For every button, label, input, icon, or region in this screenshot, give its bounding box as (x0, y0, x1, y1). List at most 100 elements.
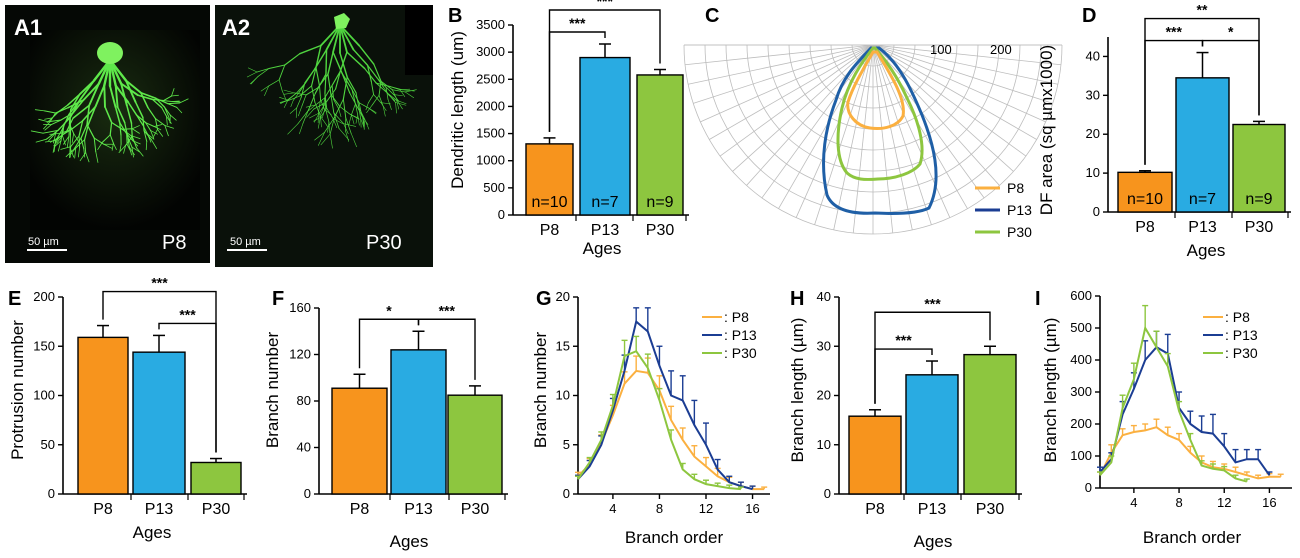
y-tick-label: 1000 (476, 153, 505, 168)
dendrite-segment (317, 116, 321, 129)
dendrite-segment (256, 68, 270, 73)
dendrite-segment (135, 114, 144, 126)
series-line-p30 (1099, 325, 1248, 483)
dendrite-segment (57, 140, 62, 152)
dendrite-segment (393, 94, 403, 97)
dendrite-segment (126, 104, 133, 124)
dendrite-segment (55, 128, 64, 142)
dendrite-segment (268, 79, 280, 87)
dendrite-segment (69, 147, 77, 156)
dendrite-segment (140, 92, 149, 109)
ring-label-100: 100 (930, 42, 952, 57)
dendrite-segment (358, 102, 363, 117)
x-tick-label: P30 (202, 501, 231, 518)
dendrite-segment (103, 143, 113, 149)
x-axis-label: Ages (914, 532, 953, 551)
significance-label: * (1228, 24, 1234, 40)
dendrite-segment (83, 148, 86, 158)
dendrite-segment (332, 118, 343, 124)
dendrite-segment (402, 89, 415, 92)
dendrite-segment (73, 133, 79, 142)
dendrite-segment (87, 105, 97, 125)
dendrite-segment (352, 48, 369, 66)
bar-p30 (190, 461, 242, 495)
polar-spoke (833, 44, 874, 230)
dendrite-segment (363, 118, 365, 130)
micrograph-a1: A1 P8 50 µm (5, 5, 210, 263)
dendrite-segment (70, 120, 84, 131)
y-tick-label: 0 (563, 486, 570, 501)
dendrite-segment (145, 122, 155, 127)
chart-b: B 0 500 1000 1500 2000 2500 3000 3500 Dendritic l… (448, 0, 689, 258)
dendrite-segment (78, 135, 81, 148)
dendrite-segment (327, 51, 334, 75)
bar-p8 (525, 143, 574, 216)
dendrite-segment (179, 98, 189, 104)
x-tick-label: 16 (1262, 495, 1276, 510)
dendrite-segment (395, 102, 397, 114)
dendrite-segment (313, 116, 321, 122)
dendrite-segment (346, 76, 357, 94)
dendrite-segment (131, 146, 140, 153)
y-tick-label: 0 (498, 207, 505, 222)
dendrite-segment (355, 103, 359, 116)
dendrite-segment (55, 131, 67, 142)
dendrite-segment (335, 70, 341, 90)
y-tick-label: 0 (304, 486, 311, 501)
chart-e: E 0 50 100 150 200 Protrusion number Ages P8 P13 P… (8, 275, 247, 542)
y-tick-label: 1500 (476, 126, 505, 141)
dendrite-segment (264, 85, 270, 96)
panel-label-i: I (1035, 288, 1041, 310)
dendrite-segment (278, 64, 286, 81)
legend-label-p8: P8 (1007, 180, 1024, 196)
panel-label-a1: A1 (14, 15, 42, 40)
bar-p13 (1175, 77, 1230, 213)
dendrite-segment (324, 73, 327, 95)
dendrite-segment (78, 120, 84, 137)
dendrite-segment (127, 136, 130, 148)
significance-bracket (1144, 17, 1260, 165)
dendrite-segment (364, 67, 377, 84)
polar-curve-p8 (846, 50, 905, 130)
dendrite-segment (45, 129, 59, 140)
dendrite-segment (299, 85, 313, 97)
dendrite-segment (351, 88, 356, 105)
significance-label: ** (1197, 2, 1208, 18)
panel-label-h: H (790, 288, 804, 310)
dendrite-segment (72, 104, 90, 119)
dendrite-segment (68, 108, 72, 125)
dendrite-segment (101, 134, 111, 143)
dendrite-segment (52, 132, 57, 144)
dendrite-segment (280, 100, 290, 104)
dendrite-segment (343, 123, 357, 127)
dendrite-segment (35, 138, 47, 143)
dendrite-segment (283, 89, 295, 94)
bar-p13 (905, 374, 959, 495)
y-axis-label: Branch number (531, 332, 550, 449)
dendrite-segment (67, 98, 85, 109)
dendrite-segment (308, 104, 316, 112)
dendrite-segment (69, 147, 75, 158)
dendrite-segment (289, 107, 297, 114)
bar-p13 (132, 351, 186, 495)
polar-spoke (814, 44, 874, 225)
dendrite-segment (268, 64, 286, 69)
dendrite-segment (93, 137, 105, 145)
y-axis-label: Protrusion number (8, 320, 27, 460)
dendrite-segment (121, 128, 132, 137)
dendrite-segment (153, 124, 163, 127)
dendrite-segment (320, 99, 325, 110)
x-axis-label: Ages (133, 523, 172, 542)
dendrite-segment (104, 106, 113, 124)
dendrite-segment (109, 121, 113, 136)
panel-label-d: D (1082, 5, 1096, 27)
x-tick-label: 12 (1217, 495, 1231, 510)
n-label: n=7 (591, 194, 618, 211)
significance-label: *** (924, 295, 941, 311)
micrograph-a2: A2 P30 50 µm (215, 5, 433, 267)
dendrite-segment (130, 122, 133, 138)
polar-spoke (700, 44, 874, 123)
dendrite-segment (314, 102, 321, 117)
y-tick-label: 2000 (476, 98, 505, 113)
dendrite-segment (325, 109, 330, 123)
